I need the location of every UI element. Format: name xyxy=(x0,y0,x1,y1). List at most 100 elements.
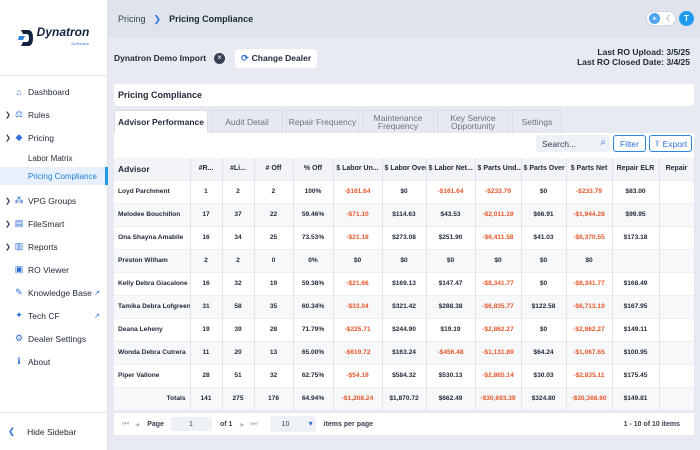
prev-page-icon[interactable]: ◂ xyxy=(135,419,140,429)
sidebar-item-tech-cf[interactable]: ✦ Tech CF ↗ xyxy=(15,310,100,321)
table-cell: $114.63 xyxy=(382,202,427,226)
filter-button[interactable]: Filter xyxy=(613,135,646,152)
table-cell: 0% xyxy=(293,248,334,272)
totals-row: Totals 141 275 176 64.94% -$1,208.24 $1,870.72… xyxy=(114,386,695,410)
advisor-name: Wonda Debra Cutrera xyxy=(114,340,191,364)
external-link-icon: ↗ xyxy=(94,312,100,320)
sidebar-item-filesmart[interactable]: ❯ ▤ FileSmart xyxy=(5,218,65,229)
sidebar-item-rules[interactable]: ❯ ⚖ Rules xyxy=(5,109,50,120)
sidebar-item-reports[interactable]: ❯ ▥ Reports xyxy=(5,241,58,252)
tab-bar: Advisor Performance Audit Detail Repair … xyxy=(114,110,694,133)
table-cell: 17 xyxy=(190,202,223,226)
sidebar-subitem-pricing-compliance[interactable]: Pricing Compliance xyxy=(0,167,108,185)
column-header[interactable]: Advisor xyxy=(114,158,191,180)
hide-sidebar-button[interactable]: ❮ Hide Sidebar xyxy=(0,412,108,450)
last-page-icon[interactable]: ⏭ xyxy=(250,419,258,428)
search-input[interactable]: Search... ⌕ xyxy=(536,135,610,152)
table-cell: -$30,693.39 xyxy=(475,386,522,410)
column-header[interactable]: $ Labor Over xyxy=(382,158,427,180)
change-dealer-button[interactable]: ⟳ Change Dealer xyxy=(235,48,318,68)
table-cell: $175.45 xyxy=(612,363,660,387)
page-title: Pricing Compliance xyxy=(114,84,694,106)
clear-dealer-icon[interactable]: × xyxy=(214,52,226,64)
column-header[interactable]: #Li... xyxy=(222,158,255,180)
per-page-select[interactable]: 10 ▾ xyxy=(269,416,316,432)
sidebar-item-dealer-settings[interactable]: ⚙ Dealer Settings xyxy=(14,333,87,344)
sidebar-item-dashboard[interactable]: ⌂ Dashboard xyxy=(0,80,108,103)
dealer-bar: Dynatron Demo Import × ⟳ Change Dealer xyxy=(114,48,696,68)
sidebar-item-vpg-groups[interactable]: ❯ ⁂ VPG Groups xyxy=(5,195,77,206)
table-cell: $147.47 xyxy=(426,271,476,295)
tab-maintenance-frequency[interactable]: Maintenance Frequency xyxy=(362,110,434,133)
rules-icon: ⚖ xyxy=(14,109,24,119)
tab-settings[interactable]: Settings xyxy=(512,110,562,133)
chevron-down-icon: ▾ xyxy=(308,419,313,428)
tab-advisor-performance[interactable]: Advisor Performance xyxy=(114,110,208,133)
table-cell: $100.95 xyxy=(612,340,660,364)
column-header[interactable]: $ Parts Over xyxy=(521,158,567,180)
table-cell: 275 xyxy=(222,386,255,410)
page-count: of 1 xyxy=(219,420,233,428)
advisor-name: Deana Leheny xyxy=(114,317,191,341)
search-icon: ⌕ xyxy=(600,137,606,148)
table-cell: -$71.10 xyxy=(333,202,383,226)
table-row: Loyd Parchment 1 2 2 100% -$161.64 $0 -$161.64-… xyxy=(114,179,695,203)
advisor-name: Preston Wilham xyxy=(114,248,191,272)
column-header[interactable]: Repair ELR xyxy=(612,158,660,180)
table-cell: $163.24 xyxy=(382,340,427,364)
sidebar-item-ro-viewer[interactable]: ▣ RO Viewer xyxy=(14,264,69,275)
table-cell: -$2,835.11 xyxy=(566,363,613,387)
advisor-name: Ona Shayna Amabile xyxy=(114,225,191,249)
table-cell: $169.13 xyxy=(382,271,427,295)
table-cell: 1 xyxy=(190,179,223,203)
table-cell: -$6,370.55 xyxy=(566,225,613,249)
column-header[interactable]: $ Parts Net xyxy=(566,158,613,180)
export-button[interactable]: ⇪ Export xyxy=(649,135,692,152)
column-header[interactable]: # Off xyxy=(254,158,294,180)
sidebar-item-pricing[interactable]: ❯ ◆ Pricing xyxy=(5,132,54,143)
breadcrumb-parent[interactable]: Pricing xyxy=(118,14,146,24)
tab-key-service-opportunity[interactable]: Key Service Opportunity xyxy=(437,110,509,133)
sidebar-nav: ⌂ Dashboard ❯ ⚖ Rules ❯ ◆ Pricing Labor Matri… xyxy=(0,80,108,373)
table-cell: 176 xyxy=(254,386,294,410)
column-header[interactable]: $ Labor Net... xyxy=(426,158,476,180)
table-row: Ona Shayna Amabile 16 34 25 73.53% -$21.18 $27… xyxy=(114,225,695,249)
table-cell xyxy=(659,340,695,364)
tab-repair-frequency[interactable]: Repair Frequency xyxy=(286,110,359,133)
table-cell xyxy=(659,248,695,272)
chevron-left-icon: ❮ xyxy=(8,426,16,436)
first-page-icon[interactable]: ⏮ xyxy=(122,419,130,428)
table-cell: -$619.72 xyxy=(333,340,383,364)
page-label: Page xyxy=(147,420,164,428)
table-cell: 141 xyxy=(190,386,223,410)
sidebar-subitem-labor-matrix[interactable]: Labor Matrix xyxy=(28,153,73,163)
column-header[interactable]: #R... xyxy=(190,158,223,180)
table-cell: $584.32 xyxy=(382,363,427,387)
table-cell: 71.79% xyxy=(293,317,334,341)
tab-audit-detail[interactable]: Audit Detail xyxy=(211,110,283,133)
sidebar-item-about[interactable]: ℹ About xyxy=(0,350,108,373)
column-header[interactable]: $ Parts Und... xyxy=(475,158,522,180)
column-header[interactable]: Repair xyxy=(659,158,695,180)
table-cell: 2 xyxy=(190,248,223,272)
table-cell: -$6,713.19 xyxy=(566,294,613,318)
next-page-icon[interactable]: ▸ xyxy=(240,419,245,429)
column-header[interactable]: % Off xyxy=(293,158,334,180)
table-cell: 51 xyxy=(222,363,255,387)
gear-icon: ⚙ xyxy=(14,333,24,343)
page-input[interactable]: 1 xyxy=(169,417,212,431)
avatar[interactable]: T xyxy=(679,11,694,26)
table-cell xyxy=(659,179,695,203)
advisor-name: Piper Vallone xyxy=(114,363,191,387)
table-cell: -$161.64 xyxy=(333,179,383,203)
refresh-icon: ⟳ xyxy=(241,52,249,63)
table-cell: $64.24 xyxy=(521,340,567,364)
groups-icon: ⁂ xyxy=(14,195,24,205)
column-header[interactable]: $ Labor Un... xyxy=(333,158,383,180)
table-cell: -$6,835.77 xyxy=(475,294,522,318)
sidebar-item-knowledge-base[interactable]: ✎ Knowledge Base ↗ xyxy=(15,287,100,298)
table-cell xyxy=(659,202,695,226)
table-cell: 0 xyxy=(254,248,294,272)
table-cell: -$161.64 xyxy=(426,179,476,203)
theme-toggle[interactable]: ☀ ☾ xyxy=(646,11,676,26)
